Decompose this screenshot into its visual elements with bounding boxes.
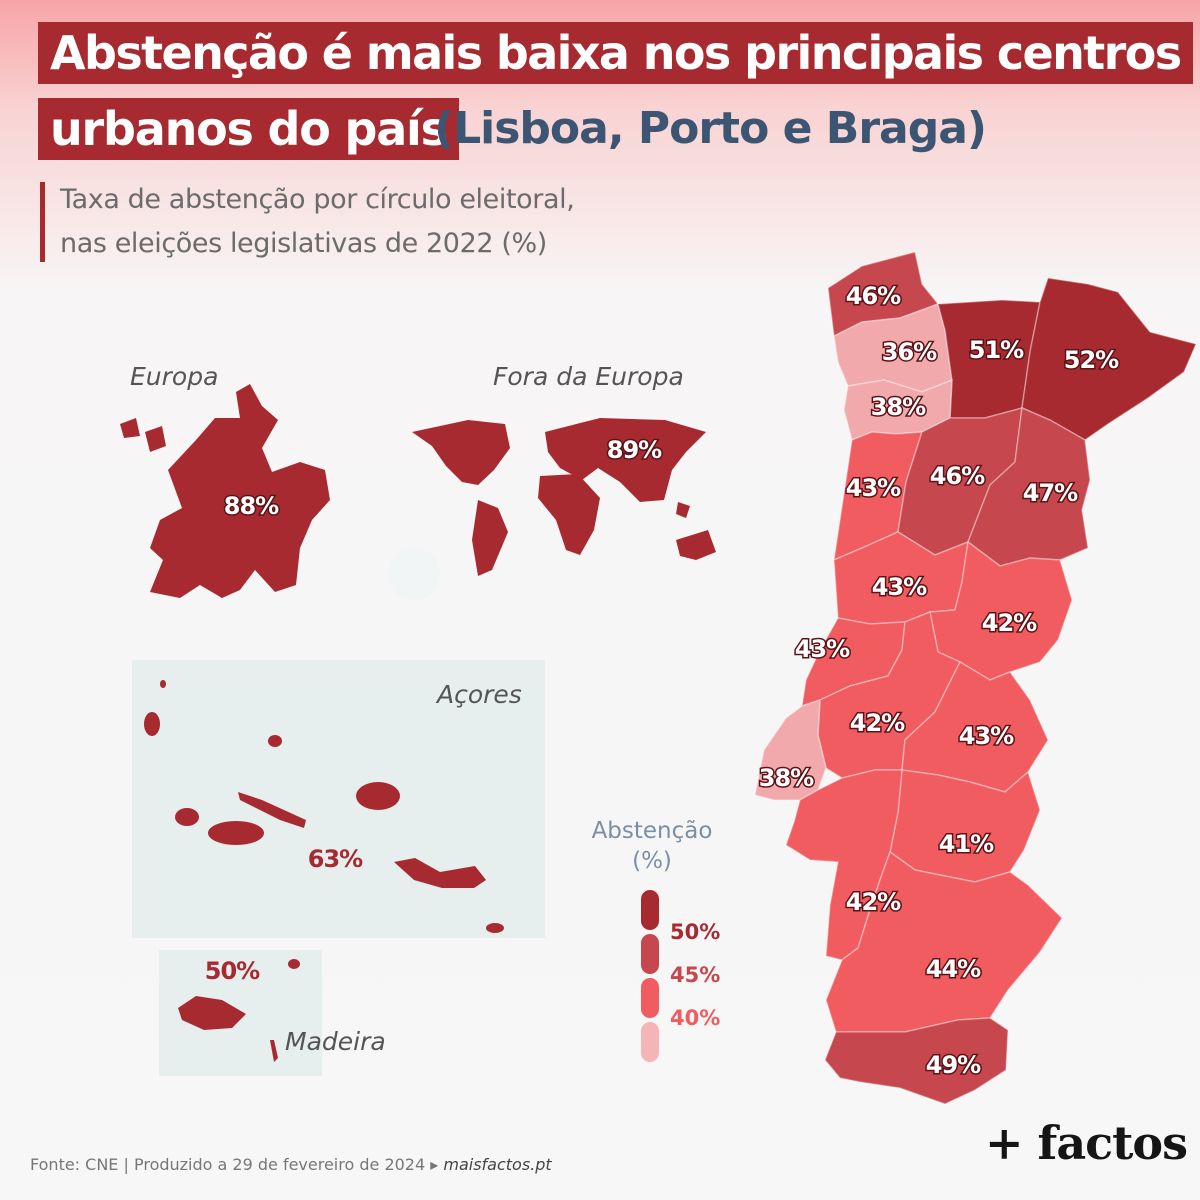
- legend-swatch-40: [641, 978, 659, 1018]
- value-acores: 63%: [308, 845, 363, 873]
- value-guarda: 47%: [1023, 479, 1078, 507]
- world-map: [412, 418, 716, 576]
- acores-islands: [144, 680, 504, 933]
- legend-title: Abstenção (%): [591, 818, 713, 874]
- subtitle-line-2: nas eleições legislativas de 2022 (%): [60, 228, 547, 259]
- value-evora: 41%: [939, 830, 994, 858]
- value-viana: 46%: [846, 282, 901, 310]
- value-beja: 44%: [926, 955, 981, 983]
- subtitle-accent-bar: [40, 182, 45, 262]
- madeira-label: Madeira: [285, 1027, 386, 1056]
- district-evora: [889, 769, 1041, 883]
- value-porto: 38%: [871, 393, 926, 421]
- value-leiria: 43%: [795, 635, 850, 663]
- europa-label: Europa: [130, 362, 219, 391]
- district-faro: [824, 1017, 1009, 1105]
- title-line-3: (Lisboa, Porto e Braga): [434, 103, 987, 154]
- legend-swatch-50: [641, 890, 659, 930]
- acores-label: Açores: [437, 680, 522, 709]
- legend-swatch-below: [641, 1022, 659, 1062]
- madeira-islands: [178, 959, 300, 1062]
- legend-swatch-45: [641, 934, 659, 974]
- source-link[interactable]: maisfactos.pt: [443, 1155, 552, 1174]
- district-value-labels: 46% 36% 51% 52% 38% 43% 46% 47% 43% 42% …: [757, 281, 1121, 1081]
- value-faro: 49%: [926, 1051, 981, 1079]
- subtitle-line-1: Taxa de abstenção por círculo eleitoral,: [60, 184, 575, 215]
- acores-inset: [132, 660, 545, 938]
- title-line-1: Abstenção é mais baixa nos principais ce…: [38, 22, 1193, 84]
- portugal-map: [754, 251, 1198, 1105]
- legend-label-45: 45%: [670, 963, 721, 987]
- value-coimbra: 43%: [872, 573, 927, 601]
- fora-europa-label: Fora da Europa: [493, 362, 684, 391]
- value-europa: 88%: [224, 492, 279, 520]
- source-line: Fonte: CNE | Produzido a 29 de fevereiro…: [30, 1155, 552, 1174]
- value-portalegre: 43%: [959, 722, 1014, 750]
- legend-label-40: 40%: [670, 1006, 721, 1030]
- maisfactos-logo: + factos: [985, 1116, 1188, 1170]
- value-castelo-branco: 42%: [982, 609, 1037, 637]
- source-text: Fonte: CNE | Produzido a 29 de fevereiro…: [30, 1155, 439, 1174]
- globe-shape: [388, 548, 440, 600]
- legend-label-50: 50%: [670, 920, 721, 944]
- value-lisboa: 38%: [759, 764, 814, 792]
- value-braga: 36%: [882, 338, 937, 366]
- value-madeira: 50%: [205, 957, 260, 985]
- value-viseu: 46%: [930, 462, 985, 490]
- value-vila-real: 51%: [969, 336, 1024, 364]
- value-fora-europa: 89%: [607, 436, 662, 464]
- title-line-2: urbanos do país: [38, 98, 459, 160]
- value-santarem: 42%: [850, 709, 905, 737]
- europe-map: [120, 384, 330, 598]
- value-setubal: 42%: [846, 888, 901, 916]
- value-aveiro: 43%: [846, 474, 901, 502]
- value-braganca: 52%: [1064, 346, 1119, 374]
